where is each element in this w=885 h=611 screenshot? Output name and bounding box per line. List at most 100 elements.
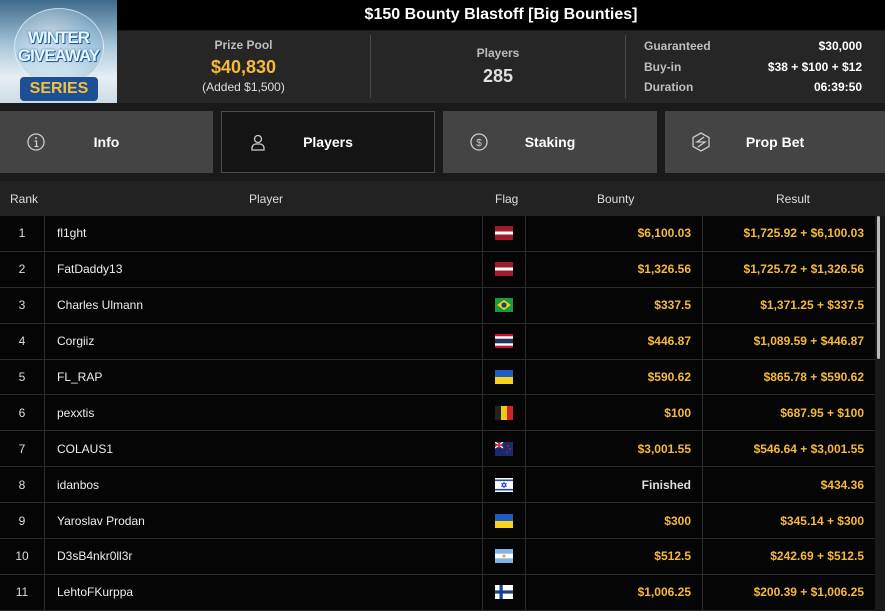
table-row[interactable]: 6 pexxtis $100 $687.95 + $100 (0, 395, 875, 432)
logo-text: GIVEAWAY (17, 46, 100, 65)
snow-globe (14, 8, 104, 86)
divider (625, 35, 626, 98)
thailand-flag-icon (495, 334, 513, 349)
tournament-title: $150 Bounty Blastoff [Big Bounties] (117, 0, 885, 30)
argentina-flag-icon (495, 549, 513, 564)
result-cell: $1,371.25 + $337.5 (760, 298, 864, 313)
player-name[interactable]: pexxtis (45, 395, 483, 431)
players-label: Players (476, 46, 520, 60)
players-value: 285 (482, 66, 514, 86)
flag-cell (483, 503, 526, 539)
bounty-cell: $590.62 (526, 359, 703, 395)
tab-label: Players (303, 134, 353, 150)
logo-text: WINTER (27, 28, 90, 47)
result-cell: $1,725.92 + $6,100.03 (743, 226, 864, 241)
rank-cell: 2 (0, 251, 45, 287)
buyin-value: $38 + $100 + $12 (767, 60, 862, 74)
header-flag[interactable]: Flag (495, 192, 519, 206)
user-icon (251, 134, 265, 151)
flag-cell (483, 323, 526, 359)
player-name[interactable]: fl1ght (45, 216, 483, 251)
player-name[interactable]: LehtoFKurppa (45, 574, 483, 610)
table-row[interactable]: 3 Charles Ulmann $337.5 $1,371.25 + $337… (0, 287, 875, 324)
guaranteed-row: Guaranteed $30,000 (644, 39, 862, 53)
bounty-cell: $512.5 (526, 539, 703, 574)
scrollbar[interactable] (877, 216, 880, 359)
player-name[interactable]: COLAUS1 (45, 431, 483, 467)
flag-cell (483, 251, 526, 287)
duration-row: Duration 06:39:50 (644, 80, 862, 94)
tab-info[interactable]: Info (0, 111, 213, 173)
result-cell: $546.64 + $3,001.55 (753, 441, 864, 456)
rank-cell: 10 (0, 539, 45, 574)
tab-players[interactable]: Players (221, 111, 435, 173)
guaranteed-value: $30,000 (818, 39, 862, 53)
result-cell: $345.14 + $300 (780, 513, 864, 528)
header-bounty[interactable]: Bounty (597, 192, 635, 206)
israel-flag-icon (495, 477, 513, 492)
rank-cell: 11 (0, 574, 45, 610)
table-row[interactable]: 1 fl1ght $6,100.03 $1,725.92 + $6,100.03 (0, 216, 875, 252)
table-row[interactable]: 4 Corgiiz $446.87 $1,089.59 + $446.87 (0, 323, 875, 360)
header-result[interactable]: Result (776, 192, 811, 206)
flag-cell (483, 395, 526, 431)
player-name[interactable]: FL_RAP (45, 359, 483, 395)
new-zealand-flag-icon (495, 441, 513, 456)
header-player[interactable]: Player (249, 192, 284, 206)
tab-label: Staking (524, 134, 576, 150)
result-cell: $687.95 + $100 (780, 405, 864, 420)
tab-staking[interactable]: $ Staking (443, 111, 657, 173)
player-name[interactable]: D3sB4nkr0ll3r (45, 539, 483, 574)
rank-cell: 8 (0, 467, 45, 503)
flag-cell (483, 431, 526, 467)
players-count: Players 285 (371, 46, 625, 118)
rank-cell: 5 (0, 359, 45, 395)
flag-cell (483, 574, 526, 610)
flag-cell (483, 287, 526, 323)
duration-label: Duration (644, 80, 694, 94)
players-table: 1 fl1ght $6,100.03 $1,725.92 + $6,100.03… (0, 216, 875, 611)
flag-cell (483, 359, 526, 395)
buyin-label: Buy-in (644, 60, 682, 74)
table-row[interactable]: 10 D3sB4nkr0ll3r $512.5 $242.69 + $512.5 (0, 539, 875, 575)
bounty-cell: $6,100.03 (526, 216, 703, 251)
duration-value: 06:39:50 (813, 80, 862, 94)
player-name[interactable]: Charles Ulmann (45, 287, 483, 323)
player-name[interactable]: Corgiiz (45, 323, 483, 359)
latvia-flag-icon (495, 226, 513, 241)
belgium-flag-icon (495, 405, 513, 420)
player-name[interactable]: Yaroslav Prodan (45, 503, 483, 539)
bounty-cell: Finished (526, 467, 703, 503)
result-cell: $1,725.72 + $1,326.56 (743, 262, 864, 277)
player-name[interactable]: FatDaddy13 (45, 251, 483, 287)
result-cell: $242.69 + $512.5 (770, 549, 864, 564)
table-row[interactable]: 2 FatDaddy13 $1,326.56 $1,725.72 + $1,32… (0, 251, 875, 288)
bounty-cell: $1,326.56 (526, 251, 703, 287)
result-cell: $200.39 + $1,006.25 (753, 585, 864, 600)
result-cell: $1,089.59 + $446.87 (753, 334, 864, 349)
header-rank[interactable]: Rank (10, 192, 39, 206)
rank-cell: 3 (0, 287, 45, 323)
table-row[interactable]: 5 FL_RAP $590.62 $865.78 + $590.62 (0, 359, 875, 396)
tab-label: Info (93, 134, 120, 150)
tab-prop-bet[interactable]: Prop Bet (665, 111, 885, 173)
logo-text: SERIES (20, 77, 98, 101)
rank-cell: 9 (0, 503, 45, 539)
prop-bet-icon (692, 132, 710, 152)
winter-giveaway-series-logo: WINTER GIVEAWAY SERIES (0, 0, 117, 103)
table-row[interactable]: 8 idanbos Finished $434.36 (0, 467, 875, 504)
svg-text:$: $ (476, 138, 482, 149)
rank-cell: 7 (0, 431, 45, 467)
rank-cell: 6 (0, 395, 45, 431)
info-icon (27, 133, 45, 151)
table-row[interactable]: 9 Yaroslav Prodan $300 $345.14 + $300 (0, 503, 875, 540)
table-row[interactable]: 7 COLAUS1 $3,001.55 $546.64 + $3,001.55 (0, 431, 875, 468)
brazil-flag-icon (495, 298, 513, 313)
prize-pool-added: (Added $1,500) (202, 80, 285, 94)
prize-pool-label: Prize Pool (214, 38, 273, 52)
latvia-flag-icon (495, 262, 513, 277)
player-name[interactable]: idanbos (45, 467, 483, 503)
flag-cell (483, 216, 526, 251)
table-row[interactable]: 11 LehtoFKurppa $1,006.25 $200.39 + $1,0… (0, 574, 875, 611)
bounty-cell: $100 (526, 395, 703, 431)
